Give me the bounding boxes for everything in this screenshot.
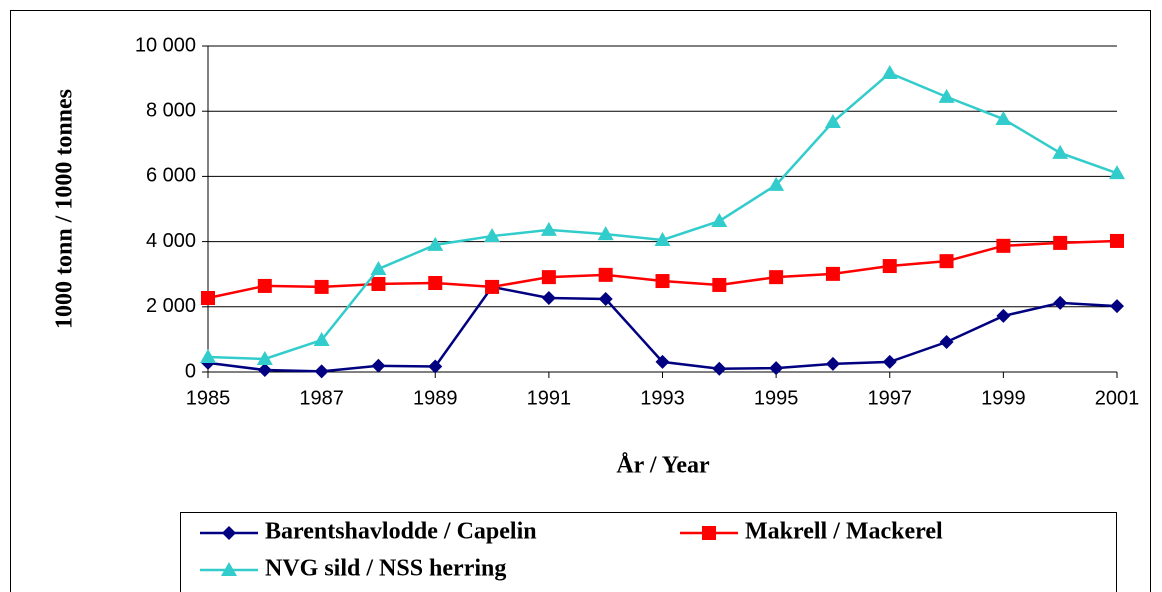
point: [201, 290, 215, 305]
point: [1052, 144, 1069, 159]
point: [769, 270, 784, 285]
point: [597, 226, 614, 241]
legend-label: NVG sild / NSS herring: [265, 556, 506, 582]
point: [428, 359, 443, 374]
x-axis-title: År / Year: [616, 453, 710, 479]
y-tick-label: 6 000: [146, 165, 196, 187]
legend-box: [180, 512, 1117, 592]
x-tick-label: 1997: [868, 387, 913, 409]
y-tick-label: 2 000: [146, 295, 196, 317]
x-tick-label: 1989: [413, 387, 458, 409]
point: [938, 88, 955, 103]
legend-label: Barentshavlodde / Capelin: [265, 519, 537, 545]
x-tick-label: 1995: [754, 387, 799, 409]
x-tick-label: 1987: [299, 387, 344, 409]
point: [1109, 165, 1125, 180]
x-tick-label: 1993: [640, 387, 685, 409]
point: [371, 358, 386, 373]
point: [824, 113, 841, 128]
point: [370, 260, 387, 275]
point: [768, 176, 785, 191]
legend-label: Makrell / Mackerel: [745, 519, 943, 545]
point: [200, 349, 216, 364]
x-tick-label: 1985: [186, 387, 231, 409]
legend-marker: [221, 562, 237, 576]
plot-area: [208, 46, 1117, 372]
point: [541, 290, 556, 305]
point: [825, 356, 840, 371]
point: [540, 221, 557, 236]
point: [256, 350, 273, 365]
point: [313, 332, 330, 347]
point: [769, 361, 784, 376]
point: [598, 291, 613, 306]
point: [427, 236, 444, 251]
y-tick-label: 0: [185, 360, 196, 382]
point: [1053, 295, 1068, 310]
point: [598, 267, 613, 282]
y-axis-title: 1000 tonn / 1000 tonnes: [52, 89, 78, 329]
point: [712, 277, 727, 292]
x-tick-label: 2001: [1095, 387, 1140, 409]
point: [882, 259, 897, 274]
point: [371, 276, 386, 291]
legend-marker: [702, 526, 716, 540]
point: [996, 308, 1011, 323]
point: [655, 274, 670, 289]
point: [314, 364, 329, 379]
y-tick-label: 8 000: [146, 99, 196, 121]
point: [541, 270, 556, 285]
point: [881, 65, 898, 80]
point: [1110, 233, 1124, 248]
point: [428, 276, 443, 291]
point: [882, 354, 897, 369]
point: [939, 254, 954, 269]
point: [314, 279, 329, 294]
point: [485, 279, 500, 294]
point: [257, 363, 272, 378]
point: [712, 361, 727, 376]
x-tick-label: 1999: [981, 387, 1026, 409]
point: [257, 278, 272, 293]
y-tick-label: 10 000: [135, 34, 196, 56]
point: [1110, 299, 1124, 314]
point: [1053, 235, 1068, 250]
legend-marker: [222, 526, 236, 540]
point: [825, 266, 840, 281]
x-tick-label: 1991: [527, 387, 572, 409]
point: [939, 335, 954, 350]
point: [711, 213, 728, 228]
point: [655, 354, 670, 369]
point: [996, 238, 1011, 253]
y-tick-label: 4 000: [146, 230, 196, 252]
point: [995, 111, 1012, 126]
point: [484, 228, 501, 243]
point: [654, 231, 671, 246]
